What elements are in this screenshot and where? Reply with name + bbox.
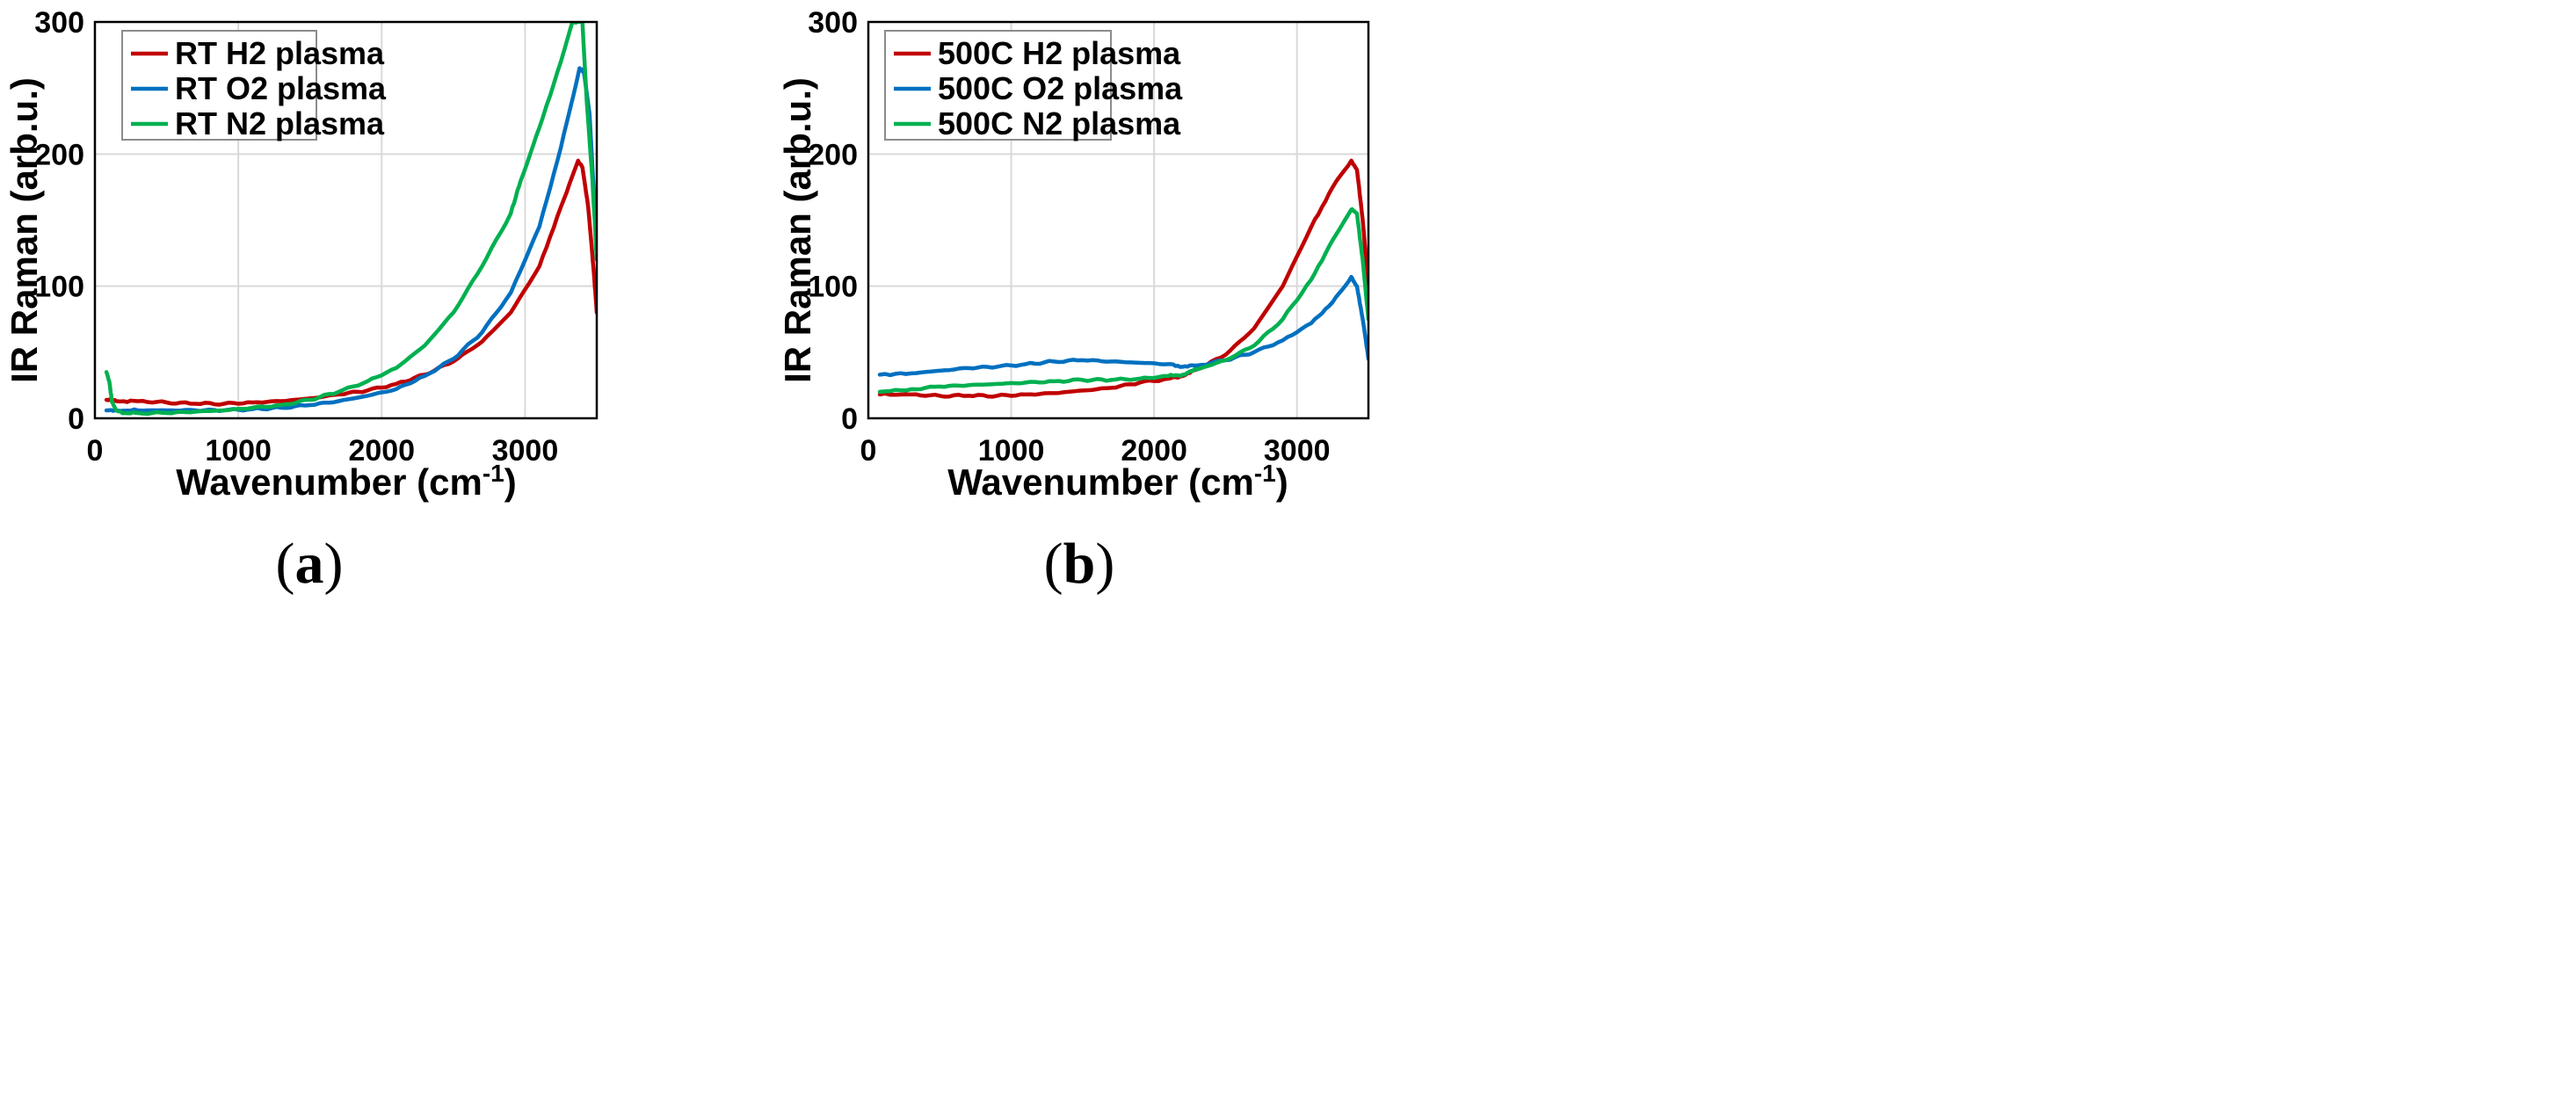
legend-label: 500C H2 plasma [938, 35, 1181, 71]
y-axis-title-b: IR Raman (arb.u.) [777, 77, 818, 383]
y-tick-label: 200 [34, 138, 84, 171]
y-tick-label: 300 [808, 6, 858, 40]
y-tick-label: 100 [808, 271, 858, 304]
y-tick-label: 100 [34, 271, 84, 304]
x-tick-label: 3000 [492, 434, 559, 467]
x-axis-title-b: Wavenumber (cm-1) [947, 460, 1288, 504]
legend-box-a [121, 30, 317, 141]
series-line-500c-o2-plasma [877, 274, 1368, 378]
panel-label-b: (b) [1044, 532, 1115, 596]
chart-panel-b: 0 1000 2000 3000 0 100 200 300 Wavenumber (cm-1… [777, 6, 1370, 596]
x-tick-label: 2000 [348, 434, 415, 467]
y-tick-label: 200 [808, 138, 858, 171]
y-axis-title-a: IR Raman (arb.u.) [4, 77, 45, 383]
legend-label: RT N2 plasma [175, 105, 385, 141]
x-tick-label: 1000 [205, 434, 272, 467]
tick-labels-a: 0 1000 2000 3000 0 100 200 300 [34, 6, 558, 467]
series-line-rt-h2-plasma [104, 158, 597, 407]
y-tick-label: 300 [34, 6, 84, 40]
x-axis-title-a: Wavenumber (cm-1) [176, 460, 516, 504]
legend-label: 500C N2 plasma [938, 105, 1181, 141]
x-tick-label: 0 [87, 434, 104, 467]
y-tick-label: 0 [841, 402, 858, 436]
x-tick-label: 1000 [978, 434, 1045, 467]
x-tick-label: 2000 [1121, 434, 1187, 467]
plot-frame-a [93, 20, 599, 420]
plot-frame-b [867, 20, 1370, 420]
legend-box-b [884, 30, 1112, 141]
tick-labels-b: 0 1000 2000 3000 0 100 200 300 [808, 6, 1330, 467]
x-tick-label: 3000 [1264, 434, 1331, 467]
legend-label: RT O2 plasma [175, 70, 387, 106]
series-line-500c-n2-plasma [877, 207, 1368, 395]
x-tick-label: 0 [860, 434, 877, 467]
series-lines-b [877, 158, 1368, 399]
chart-panel-a: 0 1000 2000 3000 0 100 200 300 Wavenumber (cm-1… [4, 6, 599, 596]
legend-label: 500C O2 plasma [938, 70, 1183, 106]
legend-label: RT H2 plasma [175, 35, 385, 71]
series-line-rt-o2-plasma [104, 66, 597, 414]
panel-label-a: (a) [276, 532, 344, 596]
y-tick-label: 0 [68, 402, 84, 436]
